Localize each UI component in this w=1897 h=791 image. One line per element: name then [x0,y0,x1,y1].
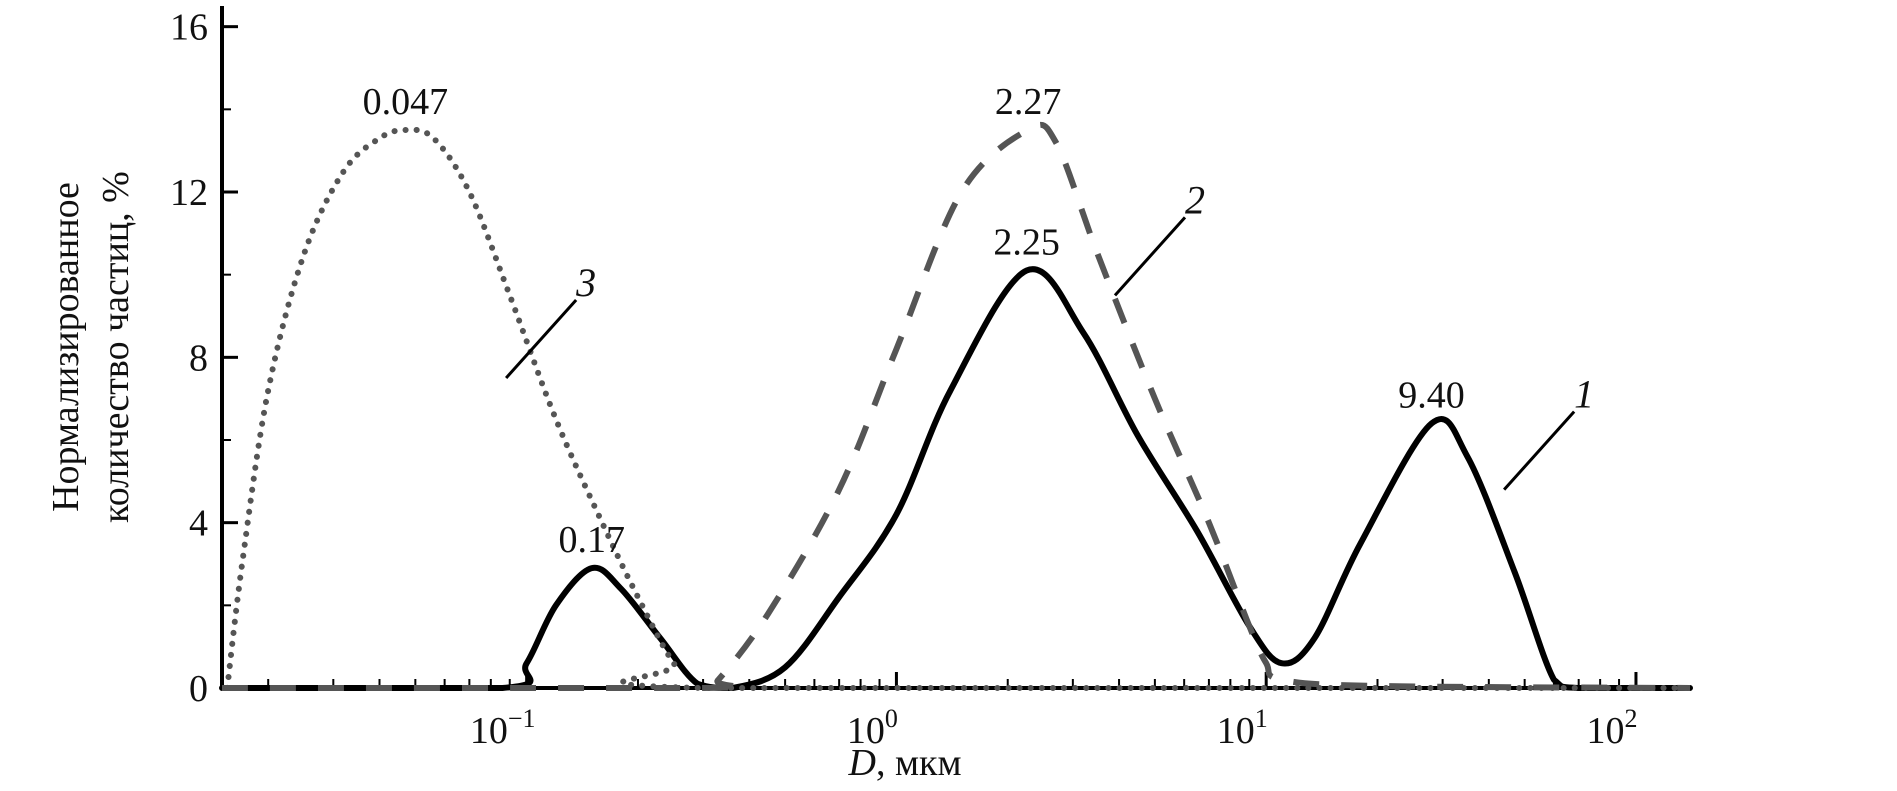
curve-label-3: 3 [575,260,596,305]
x-tick-label: 102 [1586,704,1637,752]
peak-label: 0.047 [363,81,449,123]
x-tick-label: 100 [847,704,898,752]
y-tick-label: 0 [189,668,208,710]
curve-label-2: 2 [1185,177,1205,222]
y-tick-label: 16 [170,7,208,49]
curve-leader-line-3 [505,298,578,380]
series-line-2 [221,121,1691,692]
x-axis-label: D, мкм [847,742,961,784]
curve-leader-line-2 [1113,216,1187,297]
curve-label-1: 1 [1574,372,1594,417]
peak-label: 2.27 [995,81,1062,123]
series-line-1 [219,266,1693,692]
peak-label: 9.40 [1398,374,1465,416]
series-line-3 [224,126,1693,692]
annotations: 0.047 0.17 2.27 2.25 9.40 3 2 1 [363,81,1594,561]
y-axis-label: количество частиц, % [95,171,137,523]
y-tick-label: 12 [170,172,208,214]
series-group [219,121,1693,692]
y-axis-label: Нормализированное [45,182,87,512]
y-tick-label: 4 [189,503,208,545]
peak-label: 0.17 [559,519,626,561]
y-tick-label: 8 [189,337,208,379]
peak-label: 2.25 [993,222,1060,264]
x-tick-label: 10−1 [470,704,536,752]
x-tick-label: 101 [1217,704,1268,752]
curve-leader-line-1 [1503,410,1576,491]
